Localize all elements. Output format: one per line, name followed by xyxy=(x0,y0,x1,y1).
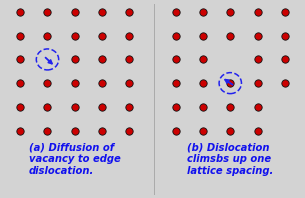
Text: (a) Diffusion of
vacancy to edge
dislocation.: (a) Diffusion of vacancy to edge disloca… xyxy=(29,143,120,176)
Point xyxy=(45,34,50,37)
Point xyxy=(18,82,23,85)
Point xyxy=(173,129,178,132)
Point xyxy=(173,34,178,37)
Point xyxy=(173,82,178,85)
Point xyxy=(173,10,178,14)
Point xyxy=(228,10,233,14)
Point xyxy=(127,82,132,85)
Point xyxy=(173,105,178,109)
Point xyxy=(201,129,206,132)
Point xyxy=(228,34,233,37)
Point xyxy=(228,129,233,132)
Point xyxy=(18,129,23,132)
Point xyxy=(255,58,260,61)
Point xyxy=(282,82,287,85)
Point xyxy=(99,10,104,14)
Point xyxy=(255,10,260,14)
Point xyxy=(72,58,77,61)
Point xyxy=(282,34,287,37)
Point xyxy=(72,105,77,109)
Point xyxy=(72,10,77,14)
Point xyxy=(18,58,23,61)
Point xyxy=(201,82,206,85)
Point xyxy=(255,82,260,85)
Point xyxy=(45,10,50,14)
Point xyxy=(99,105,104,109)
Point xyxy=(201,10,206,14)
Point xyxy=(127,58,132,61)
Point xyxy=(127,105,132,109)
Point xyxy=(18,105,23,109)
Point xyxy=(255,34,260,37)
Point xyxy=(201,58,206,61)
Point xyxy=(228,82,233,85)
Point xyxy=(72,34,77,37)
Point xyxy=(282,58,287,61)
Point xyxy=(18,10,23,14)
Point xyxy=(18,34,23,37)
Point xyxy=(72,82,77,85)
Point xyxy=(99,34,104,37)
Point xyxy=(282,10,287,14)
Point xyxy=(255,105,260,109)
Text: (b) Dislocation
climsbs up one
lattice spacing.: (b) Dislocation climsbs up one lattice s… xyxy=(187,143,273,176)
Point xyxy=(45,105,50,109)
Point xyxy=(127,34,132,37)
Point xyxy=(173,58,178,61)
Point xyxy=(72,129,77,132)
Point xyxy=(99,58,104,61)
Point xyxy=(45,129,50,132)
Point xyxy=(99,82,104,85)
Point xyxy=(228,105,233,109)
Point xyxy=(127,10,132,14)
Point xyxy=(201,105,206,109)
Point xyxy=(99,129,104,132)
Point xyxy=(255,129,260,132)
Point xyxy=(127,129,132,132)
Point xyxy=(45,82,50,85)
Point xyxy=(201,34,206,37)
